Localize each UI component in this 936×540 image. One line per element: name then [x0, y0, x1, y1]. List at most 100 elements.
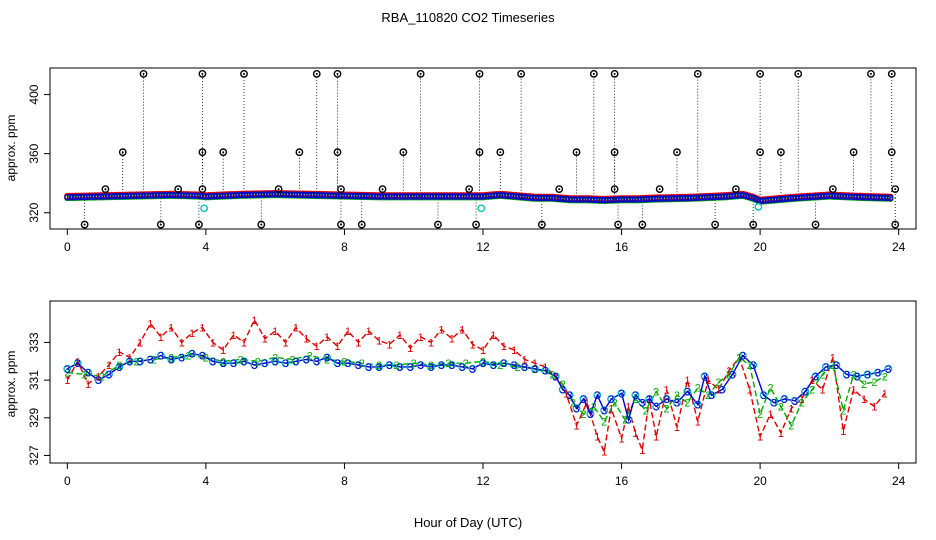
bottom-series-1-marker: 1	[438, 324, 444, 336]
bottom-series-1-line	[66, 318, 886, 455]
bottom-series-3-marker: 3	[812, 371, 818, 383]
bottom-series-3-marker: 3	[428, 362, 434, 374]
cyan-point	[754, 202, 763, 211]
figure-title: RBA_110820 CO2 Timeseries	[381, 10, 555, 25]
outlier-marker	[849, 148, 858, 157]
bottom-series-3-circle	[759, 391, 768, 400]
bottom-series-1-marker: 1	[366, 326, 372, 338]
bottom-series-3-marker: 3	[885, 364, 891, 376]
top-panel: approx. ppm 0 4 8 12 16 20 24 320 360 400	[4, 67, 917, 254]
bottom-series-1-marker: 1	[632, 428, 638, 440]
outlier-marker-center	[436, 223, 439, 226]
bottom-series-3-circle	[520, 362, 529, 371]
bottom-series-3-marker: 3	[366, 362, 372, 374]
bottom-series-3-circle	[811, 372, 820, 381]
bottom-series-3-marker: 3	[573, 403, 579, 415]
bottom-series-1-marker: 1	[470, 339, 476, 351]
bottom-y-axis-title: approx. ppm	[4, 351, 18, 418]
bottom-series-1-marker: 1	[563, 388, 569, 400]
bottom-series-1-marker: 1	[646, 394, 652, 406]
bottom-series-3-circle	[631, 391, 640, 400]
bottom-series-3-circle	[863, 370, 872, 379]
outlier-marker	[357, 220, 366, 229]
bottom-series-3-circle	[343, 359, 352, 368]
bottom-series-1-marker: 1	[147, 319, 153, 331]
outlier-marker	[589, 70, 598, 78]
bottom-series-2-marker: 2	[376, 360, 382, 372]
bottom-series-2-marker: 2	[185, 351, 191, 363]
bottom-series-1-marker: 1	[809, 375, 815, 387]
bottom-series-3-marker: 3	[480, 358, 486, 370]
outlier-marker	[198, 185, 207, 194]
outlier-marker	[731, 185, 740, 194]
bottom-series-3-circle	[219, 359, 228, 368]
bottom-series-1-marker: 1	[85, 379, 91, 391]
outlier-marker-center	[814, 223, 817, 226]
outlier-marker-center	[159, 223, 162, 226]
outlier-marker	[101, 185, 110, 194]
outlier-marker	[312, 70, 321, 78]
bottom-series-1-marker: 1	[778, 428, 784, 440]
outlier-marker	[887, 70, 896, 78]
bottom-series-3-circle	[662, 395, 671, 403]
bottom-series-1-marker: 1	[830, 353, 836, 365]
outlier-marker-center	[336, 72, 339, 75]
bottom-series-2-marker: 2	[134, 356, 140, 368]
outlier-marker-center	[478, 72, 481, 75]
top-y-tick-label: 400	[27, 84, 41, 104]
outlier-marker-center	[402, 151, 405, 154]
outlier-marker	[749, 220, 758, 229]
bottom-series-2-marker: 2	[809, 385, 815, 397]
bottom-series-3-marker: 3	[618, 388, 624, 400]
bottom-x-tick-label: 16	[615, 474, 629, 488]
bottom-series-3-marker: 3	[418, 360, 424, 372]
bottom-series-3-circle	[364, 362, 373, 371]
outlier-marker	[195, 220, 203, 229]
bottom-series-1-marker: 1	[639, 445, 645, 457]
bottom-series-3-marker: 3	[64, 364, 70, 376]
bottom-series-3-marker: 3	[560, 385, 566, 397]
bottom-series-1-marker: 1	[767, 409, 773, 421]
outlier-marker-center	[468, 188, 471, 191]
bottom-series-2-marker: 2	[757, 409, 763, 421]
bottom-series-2-marker: 2	[851, 369, 857, 381]
bottom-series-2-line	[67, 354, 886, 427]
bottom-series-3-circle	[84, 368, 93, 377]
outlier-marker-center	[797, 72, 800, 75]
bottom-series-2-marker: 2	[116, 360, 122, 372]
bottom-series-2-marker: 2	[570, 398, 576, 410]
bottom-series-2-marker: 2	[747, 360, 753, 372]
bottom-series-3-marker: 3	[719, 385, 725, 397]
bottom-series-3-marker: 3	[625, 415, 631, 427]
bottom-x-tick-label: 4	[203, 474, 210, 488]
bottom-series-2-marker: 2	[726, 369, 732, 381]
outlier-marker-center	[894, 223, 897, 226]
bottom-series-3-marker: 3	[220, 358, 226, 370]
bottom-series-1-marker: 1	[127, 353, 133, 365]
bottom-series-2-marker: 2	[767, 383, 773, 395]
bottom-series-3-marker: 3	[802, 386, 808, 398]
bottom-x-tick-label: 20	[753, 474, 767, 488]
outlier-marker	[756, 70, 765, 78]
bottom-series-1-marker: 1	[542, 362, 548, 374]
bottom-series-2-marker: 2	[237, 354, 243, 366]
outlier-marker	[777, 148, 785, 157]
bottom-series-3-circle	[395, 362, 404, 371]
bottom-series-3-marker: 3	[355, 360, 361, 372]
bottom-series-1-marker: 1	[334, 341, 340, 353]
bottom-series-2-marker: 2	[64, 368, 70, 380]
bottom-series-1-marker: 1	[653, 432, 659, 444]
bottom-series-1-marker: 1	[757, 432, 763, 444]
bottom-series-3-circle	[447, 361, 456, 369]
bottom-series-3-marker: 3	[729, 369, 735, 381]
bottom-series-3-circle	[427, 362, 435, 371]
bottom-series-3-circle	[73, 359, 82, 368]
bottom-series-3-circle	[63, 364, 72, 373]
bottom-x-tick-label: 12	[476, 474, 490, 488]
bottom-series-3-circle	[333, 359, 342, 368]
top-series-3-point	[884, 194, 891, 202]
bottom-series-3-marker: 3	[449, 360, 455, 372]
bottom-series-2-marker: 2	[324, 354, 330, 366]
bottom-series-3-marker: 3	[875, 368, 881, 380]
bottom-series-3-marker: 3	[761, 390, 767, 402]
